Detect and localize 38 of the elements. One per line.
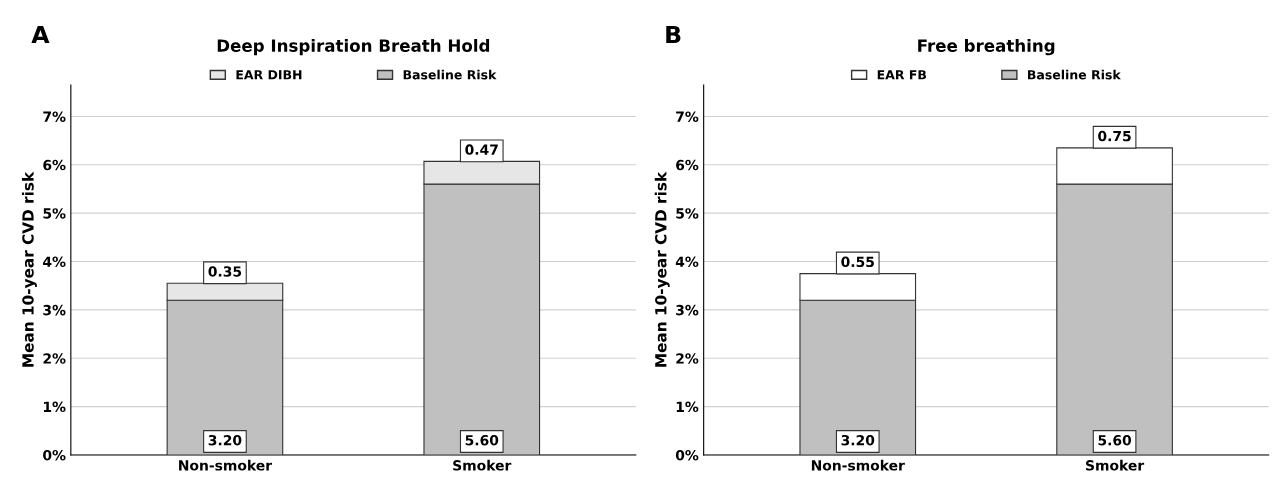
data-label: 3.20 [841,434,875,446]
x-tick-label: Non-smoker [811,459,905,471]
y-tick-label: 4% [43,256,66,268]
y-axis-title: Mean 10-year CVD risk [21,171,37,367]
data-label: 0.47 [465,144,498,155]
text: A [31,25,50,44]
y-tick-label: 1% [676,401,699,413]
y-tick-label: 2% [43,353,66,364]
y-tick-label: 7% [43,111,66,122]
data-label: 0.35 [208,266,242,277]
y-tick-label: 3% [43,304,66,316]
y-axis-title: Mean 10-year CVD risk [654,171,670,367]
y-tick-label: 5% [676,208,699,219]
data-label: 0.75 [1098,130,1131,142]
legend-label: EAR FB [877,70,926,80]
y-tick-label: 3% [676,304,699,316]
data-label: 5.60 [1098,434,1132,446]
legend-label: Baseline Risk [1028,69,1121,80]
chart-title: Deep Inspiration Breath Hold [217,39,490,56]
legend-label: EAR DIBH [236,70,302,80]
data-label: 3.20 [208,434,242,446]
y-tick-label: 4% [675,256,699,268]
legend-label: Baseline Risk [403,69,497,80]
x-tick-label: Non-smoker [179,459,273,471]
text: B [666,25,681,44]
data-label: 0.55 [841,256,874,268]
y-tick-label: 7% [676,111,699,122]
y-tick-label: 1% [43,401,66,413]
y-tick-label: 0% [43,449,66,461]
y-tick-label: 2% [676,353,699,364]
y-tick-label: 5% [43,208,66,219]
y-tick-label: 6% [676,159,699,171]
data-label: 5.60 [465,434,499,446]
x-tick-label: Smoker [453,459,512,471]
chart-title: Free breathing [918,39,1055,56]
y-tick-label: 6% [43,159,66,171]
y-tick-label: 0% [675,449,699,461]
x-tick-label: Smoker [1086,459,1145,471]
